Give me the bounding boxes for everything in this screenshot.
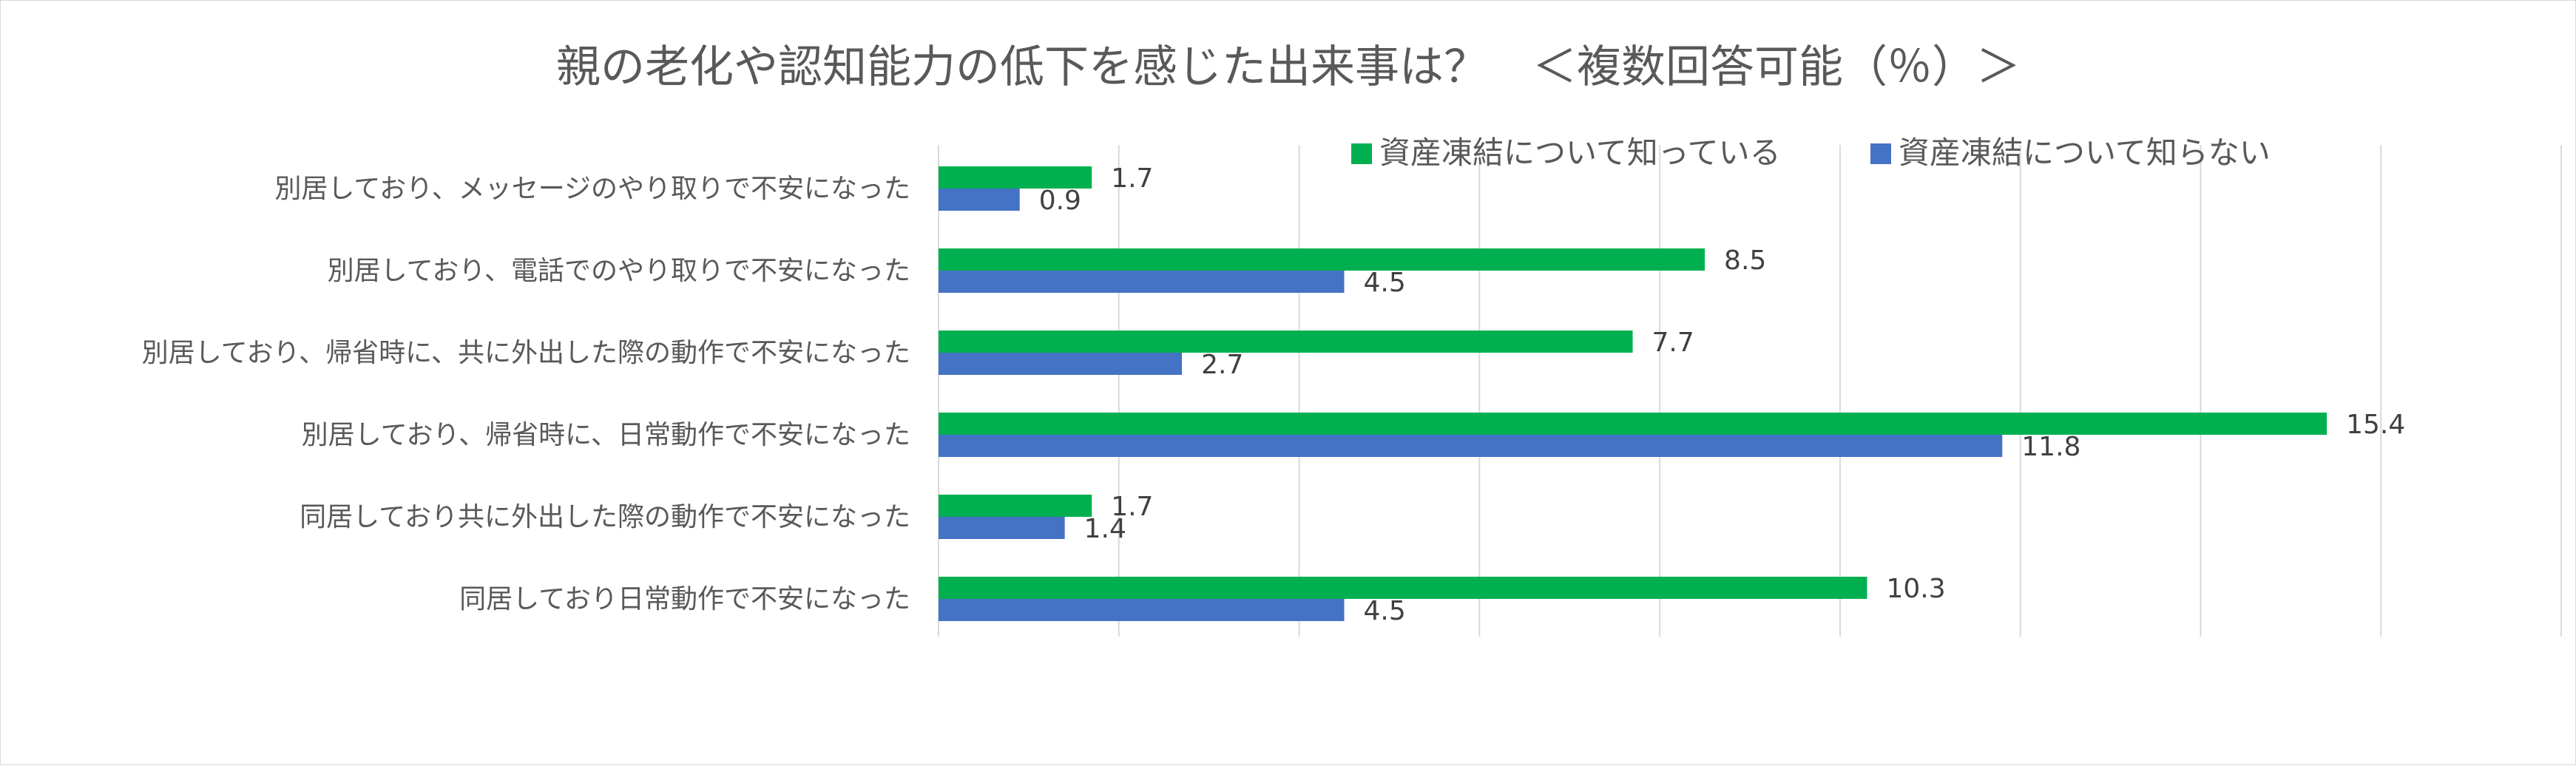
legend-swatch-known bbox=[1351, 143, 1372, 164]
data-labels: 1.70.98.54.57.72.715.411.81.71.410.34.5 bbox=[1039, 163, 2406, 626]
category-labels: 別居しており、メッセージのやり取りで不安になった別居しており、電話でのやり取りで… bbox=[142, 174, 910, 614]
legend: 資産凍結について知っている 資産凍結について知らない bbox=[1351, 135, 2271, 171]
bar-unknown bbox=[939, 353, 1183, 375]
data-label: 4.5 bbox=[1364, 596, 1406, 626]
legend-label-unknown: 資産凍結について知らない bbox=[1899, 135, 2271, 171]
data-label: 15.4 bbox=[2346, 410, 2405, 440]
bar-known bbox=[939, 495, 1092, 517]
gridlines bbox=[938, 145, 2562, 637]
data-label: 1.4 bbox=[1084, 514, 1126, 544]
data-label: 10.3 bbox=[1886, 574, 1945, 604]
bars bbox=[939, 166, 2327, 621]
bar-unknown bbox=[939, 189, 1020, 211]
data-label: 7.7 bbox=[1652, 328, 1694, 358]
chart-title: 親の老化や認知能力の低下を感じた出来事は？ ＜複数回答可能（％）＞ bbox=[556, 41, 2021, 93]
bar-known bbox=[939, 248, 1705, 271]
data-label: 11.8 bbox=[2021, 432, 2080, 462]
legend-swatch-unknown bbox=[1870, 143, 1891, 164]
data-label: 4.5 bbox=[1364, 268, 1406, 298]
bar-known bbox=[939, 577, 1867, 599]
category-label: 同居しており日常動作で不安になった bbox=[459, 584, 910, 614]
category-label: 別居しており、メッセージのやり取りで不安になった bbox=[274, 174, 910, 204]
bar-known bbox=[939, 413, 2327, 435]
category-label: 別居しており、帰省時に、共に外出した際の動作で不安になった bbox=[142, 338, 910, 368]
category-label: 別居しており、電話でのやり取りで不安になった bbox=[328, 256, 910, 286]
data-label: 0.9 bbox=[1039, 186, 1081, 216]
bar-unknown bbox=[939, 435, 2003, 457]
bar-known bbox=[939, 331, 1633, 353]
bar-unknown bbox=[939, 517, 1065, 539]
bar-unknown bbox=[939, 271, 1345, 293]
data-label: 1.7 bbox=[1111, 492, 1153, 522]
data-label: 1.7 bbox=[1111, 163, 1153, 194]
legend-label-known: 資産凍結について知っている bbox=[1379, 135, 1781, 171]
bar-unknown bbox=[939, 599, 1345, 621]
data-label: 8.5 bbox=[1724, 245, 1766, 276]
category-label: 同居しており共に外出した際の動作で不安になった bbox=[300, 502, 910, 532]
bar-known bbox=[939, 166, 1092, 189]
category-label: 別居しており、帰省時に、日常動作で不安になった bbox=[302, 420, 910, 450]
data-label: 2.7 bbox=[1201, 350, 1243, 380]
